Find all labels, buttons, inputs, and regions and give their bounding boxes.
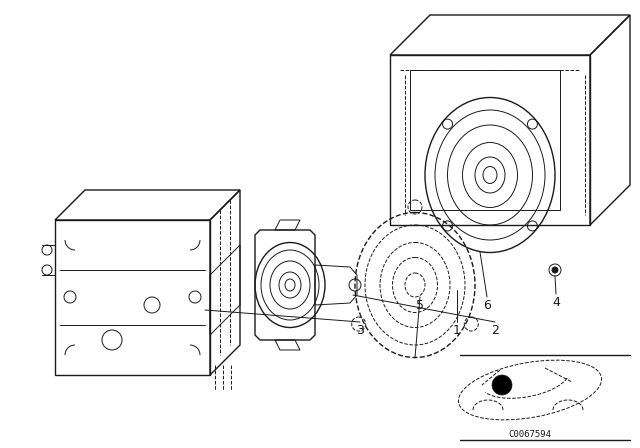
Text: C0067594: C0067594: [509, 430, 552, 439]
Circle shape: [552, 267, 558, 273]
Text: 1: 1: [453, 323, 461, 336]
Text: 4: 4: [552, 296, 560, 309]
Text: 2: 2: [491, 323, 499, 336]
Circle shape: [492, 375, 512, 395]
Text: 3: 3: [356, 323, 364, 336]
Text: 6: 6: [483, 298, 491, 311]
Text: 5: 5: [416, 298, 424, 311]
